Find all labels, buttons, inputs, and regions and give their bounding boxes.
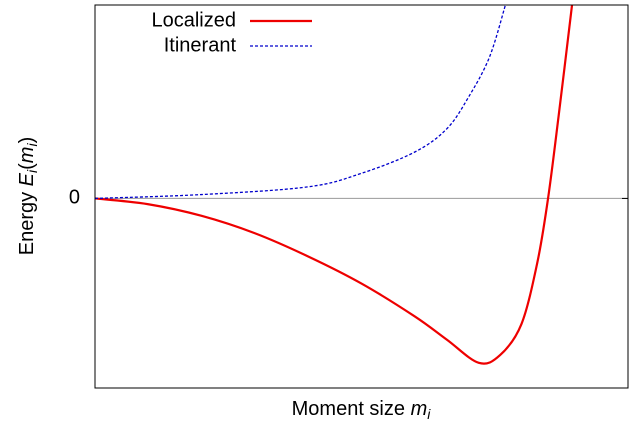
- y-axis-label: Energy Ei(mi): [16, 137, 39, 256]
- series-line: [95, 5, 507, 200]
- lines: [95, 5, 574, 365]
- series-line: [95, 5, 574, 365]
- x-axis-label: Moment size mi: [292, 398, 432, 421]
- legend: Localized Itinerant: [151, 9, 312, 56]
- legend-label: Itinerant: [164, 34, 237, 56]
- plot-frame: [94, 4, 629, 389]
- legend-label: Localized: [151, 9, 236, 31]
- y-tick-label: 0: [69, 187, 80, 209]
